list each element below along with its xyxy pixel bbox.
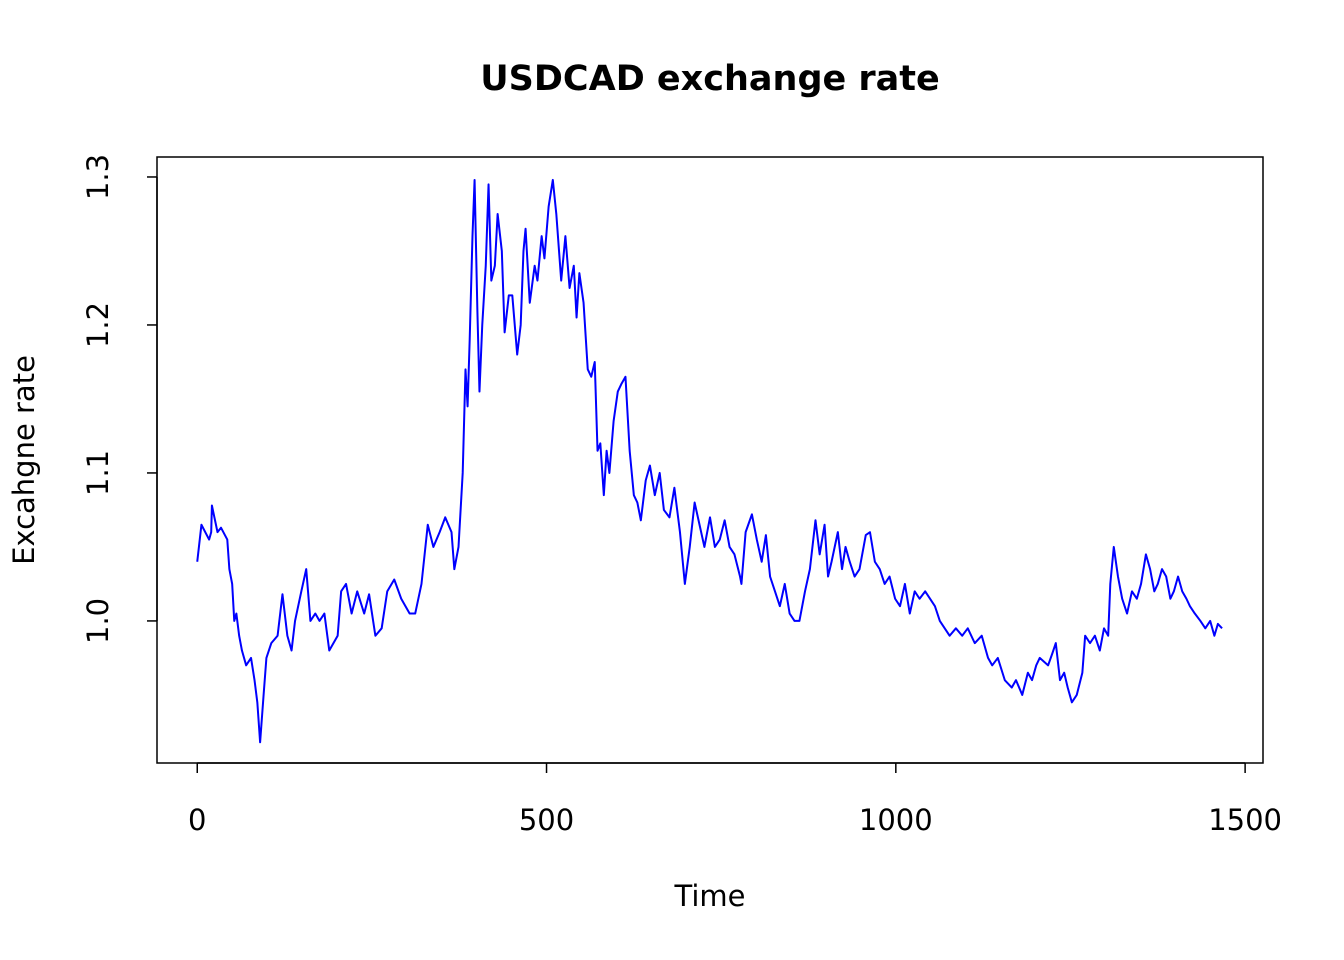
data-line (196, 178, 1223, 744)
y-tick-label: 1.1 (81, 450, 115, 496)
y-tick-label: 1.0 (81, 598, 115, 644)
plot-frame (156, 156, 1264, 764)
x-tick-label: 0 (188, 803, 206, 837)
y-tick-label: 1.2 (81, 302, 115, 348)
chart-title: USDCAD exchange rate (480, 59, 940, 99)
y-axis-label: Excahgne rate (7, 355, 41, 565)
y-tick-label: 1.3 (81, 154, 115, 200)
x-tick-label: 1500 (1208, 803, 1282, 837)
x-tick-label: 500 (519, 803, 574, 837)
x-axis-label: Time (674, 879, 746, 913)
x-tick-label: 1000 (859, 803, 933, 837)
